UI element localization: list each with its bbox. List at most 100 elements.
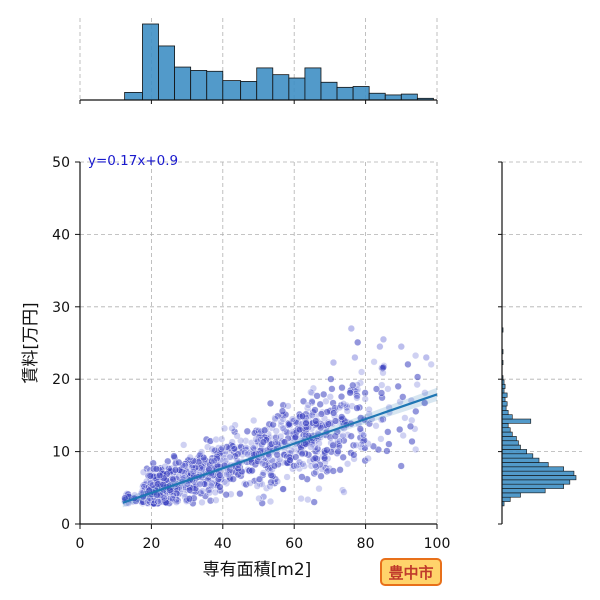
scatter-point	[146, 472, 154, 480]
scatter-point	[246, 479, 254, 487]
scatter-point	[312, 463, 320, 471]
scatter-point	[255, 475, 263, 483]
right-hist-bar	[501, 488, 546, 494]
scatter-point	[353, 404, 361, 412]
scatter-point	[298, 450, 306, 458]
scatter-point	[168, 494, 177, 503]
scatter-point	[311, 406, 319, 414]
scatter-point	[181, 462, 189, 470]
scatter-point	[383, 447, 391, 455]
scatter-point	[188, 463, 196, 472]
scatter-point	[358, 368, 366, 376]
right-hist-bar	[501, 431, 513, 437]
scatter-point	[339, 486, 347, 494]
scatter-point	[266, 399, 275, 408]
scatter-point	[379, 363, 387, 372]
city-badge-label: 豊中市	[388, 564, 433, 582]
scatter-point	[169, 475, 177, 483]
scatter-point	[211, 488, 219, 497]
scatter-point	[242, 480, 250, 489]
scatter-point	[248, 467, 256, 475]
top-hist-bar	[384, 94, 402, 101]
scatter-point	[343, 407, 351, 415]
scatter-point	[212, 435, 220, 444]
scatter-point	[271, 415, 279, 423]
scatter-point	[229, 475, 237, 483]
scatter-point	[185, 495, 194, 503]
scatter-point	[280, 425, 288, 433]
scatter-point	[266, 482, 274, 491]
top-hist-bar	[256, 67, 274, 101]
top-hist-bar	[400, 93, 418, 101]
scatter-point	[221, 478, 229, 486]
scatter-point	[360, 436, 368, 444]
scatter-point	[296, 426, 304, 434]
scatter-point	[140, 483, 148, 491]
right-hist-bar	[501, 392, 508, 398]
top-hist-bar	[124, 92, 143, 101]
top-hist-bar	[288, 77, 306, 101]
scatter-point	[284, 402, 292, 410]
scatter-point	[406, 422, 415, 431]
scatter-point	[293, 462, 301, 470]
scatter-point	[412, 407, 420, 416]
scatter-point	[269, 421, 277, 429]
scatter-point	[228, 424, 236, 433]
scatter-point	[298, 412, 307, 420]
y-axis-label: 賃料[万円]	[21, 302, 41, 383]
scatter-point	[372, 385, 381, 393]
scatter-point	[394, 382, 402, 391]
scatter-point	[340, 400, 348, 408]
scatter-point	[299, 397, 308, 405]
scatter-point	[161, 463, 169, 471]
scatter-point	[352, 441, 360, 449]
scatter-point	[205, 489, 214, 497]
right-hist-bar	[501, 466, 564, 472]
scatter-point	[198, 498, 206, 507]
scatter-point	[259, 438, 268, 446]
top-hist-bar	[174, 66, 192, 101]
scatter-point	[320, 390, 328, 399]
scatter-point	[304, 496, 312, 504]
scatter-point	[287, 447, 296, 455]
scatter-point	[178, 485, 186, 493]
scatter-point	[304, 401, 312, 409]
scatter-point	[397, 343, 405, 351]
scatter-point	[353, 394, 361, 402]
scatter-point	[376, 343, 384, 351]
scatter-point	[357, 440, 365, 449]
scatter-point	[408, 416, 416, 424]
scatter-point	[329, 441, 337, 449]
scatter-point	[339, 432, 347, 440]
scatter-point	[259, 469, 268, 477]
right-hist-bar	[501, 414, 513, 420]
scatter-point	[313, 392, 321, 400]
top-marginal-histogram	[79, 18, 438, 104]
scatter-point	[324, 420, 333, 428]
scatter-point	[350, 451, 358, 459]
scatter-point	[414, 373, 422, 381]
right-hist-bar	[501, 483, 564, 489]
scatter-point	[326, 393, 334, 401]
right-hist-bar	[501, 475, 577, 481]
regression-equation: y=0.17x+0.9	[88, 153, 178, 169]
right-hist-bar	[501, 436, 517, 442]
scatter-point	[169, 495, 177, 503]
x-tick-label: 0	[76, 536, 85, 552]
right-hist-bar	[501, 470, 575, 476]
scatter-point	[278, 407, 287, 415]
scatter-point	[353, 392, 361, 400]
regression-line	[122, 393, 438, 504]
scatter-point	[351, 353, 359, 362]
scatter-point	[283, 473, 291, 481]
scatter-point	[322, 397, 330, 405]
scatter-point	[302, 419, 310, 427]
scatter-point	[307, 388, 315, 396]
right-hist-bar	[501, 449, 527, 455]
scatter-point	[186, 453, 194, 462]
y-tick-label: 50	[52, 155, 70, 171]
right-hist-bar	[501, 427, 511, 433]
scatter-point	[253, 482, 261, 490]
regression-fit	[122, 387, 438, 508]
right-hist-bar	[501, 444, 521, 450]
